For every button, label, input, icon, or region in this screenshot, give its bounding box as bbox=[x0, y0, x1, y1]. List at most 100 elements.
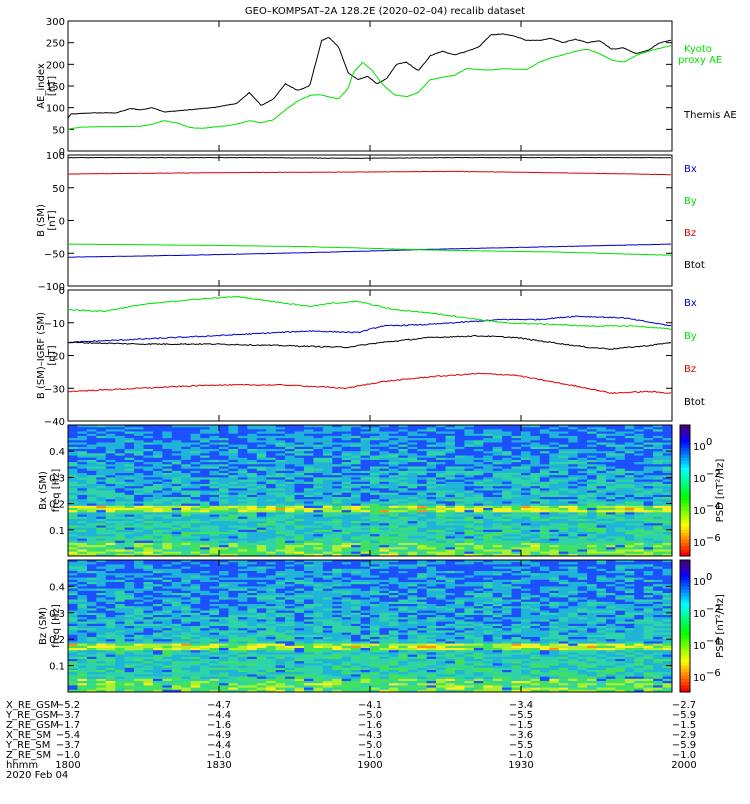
colorbar-segment bbox=[680, 510, 690, 514]
spectrogram-cell bbox=[644, 564, 654, 567]
spectrogram-cell bbox=[125, 528, 135, 530]
spectrogram-cell bbox=[219, 591, 229, 594]
spectrogram-cell bbox=[125, 586, 135, 589]
spectrogram-cell bbox=[210, 495, 220, 497]
spectrogram-cell bbox=[304, 564, 314, 567]
spectrogram-cell bbox=[587, 458, 597, 460]
spectrogram-cell bbox=[210, 582, 220, 585]
spectrogram-cell bbox=[370, 475, 380, 477]
spectrogram-cell bbox=[540, 534, 550, 536]
spectrogram-cell bbox=[172, 493, 182, 495]
spectrogram-cell bbox=[247, 464, 257, 466]
spectrogram-cell bbox=[323, 471, 333, 473]
spectrogram-cell bbox=[634, 495, 644, 497]
spectrogram-cell bbox=[370, 499, 380, 501]
spectrogram-cell bbox=[68, 562, 78, 565]
spectrogram-cell bbox=[257, 493, 267, 495]
spectrogram-cell bbox=[644, 508, 654, 510]
spectrogram-cell bbox=[68, 547, 78, 549]
spectrogram-cell bbox=[389, 591, 399, 594]
spectrogram-cell bbox=[96, 466, 106, 468]
spectrogram-cell bbox=[634, 506, 644, 508]
spectrogram-cell bbox=[210, 575, 220, 578]
spectrogram-cell bbox=[559, 488, 569, 490]
spectrogram-cell bbox=[228, 547, 238, 549]
spectrogram-cell bbox=[512, 547, 522, 549]
spectrogram-cell bbox=[313, 580, 323, 583]
spectrogram-cell bbox=[530, 541, 540, 543]
spectrogram-cell bbox=[266, 541, 276, 543]
spectrogram-cell bbox=[427, 528, 437, 530]
spectrogram-cell bbox=[512, 549, 522, 551]
spectrogram-cell bbox=[191, 539, 201, 541]
spectrogram-cell bbox=[323, 573, 333, 576]
spectrogram-cell bbox=[417, 460, 427, 462]
spectrogram-cell bbox=[210, 571, 220, 574]
spectrogram-cell bbox=[464, 491, 474, 493]
spectrogram-cell bbox=[304, 436, 314, 438]
spectrogram-cell bbox=[521, 547, 531, 549]
spectrogram-cell bbox=[162, 440, 172, 442]
spectrogram-cell bbox=[115, 567, 125, 570]
spectrogram-cell bbox=[474, 575, 484, 578]
spectrogram-cell bbox=[285, 506, 295, 508]
spectrogram-cell bbox=[512, 534, 522, 536]
spectrogram-cell bbox=[162, 541, 172, 543]
spectrogram-cell bbox=[417, 591, 427, 594]
spectrogram-cell bbox=[663, 506, 673, 508]
spectrogram-cell bbox=[342, 453, 352, 455]
spectrogram-cell bbox=[351, 432, 361, 434]
spectrogram-cell bbox=[106, 436, 116, 438]
spectrogram-cell bbox=[615, 436, 625, 438]
spectrogram-cell bbox=[87, 515, 97, 517]
spectrogram-cell bbox=[228, 497, 238, 499]
spectrogram-cell bbox=[247, 497, 257, 499]
spectrogram-cell bbox=[77, 530, 87, 532]
spectrogram-cell bbox=[398, 466, 408, 468]
spectrogram-cell bbox=[663, 580, 673, 583]
spectrogram-cell bbox=[389, 456, 399, 458]
spectrogram-cell bbox=[398, 493, 408, 495]
spectrogram-cell bbox=[323, 456, 333, 458]
spectrogram-cell bbox=[191, 432, 201, 434]
spectrogram-cell bbox=[77, 482, 87, 484]
spectrogram-cell bbox=[181, 515, 191, 517]
spectrogram-cell bbox=[304, 562, 314, 565]
spectrogram-cell bbox=[615, 506, 625, 508]
spectrogram-cell bbox=[370, 571, 380, 574]
spectrogram-cell bbox=[295, 445, 305, 447]
spectrogram-cell bbox=[228, 456, 238, 458]
spectrogram-cell bbox=[106, 573, 116, 576]
spectrogram-cell bbox=[313, 532, 323, 534]
spectrogram-cell bbox=[191, 451, 201, 453]
spectrogram-cell bbox=[144, 567, 154, 570]
spectrogram-cell bbox=[653, 484, 663, 486]
spectrogram-cell bbox=[219, 575, 229, 578]
spectrogram-cell bbox=[464, 438, 474, 440]
spectrogram-cell bbox=[436, 429, 446, 431]
spectrogram-cell bbox=[483, 523, 493, 525]
spectrogram-cell bbox=[266, 471, 276, 473]
spectrogram-cell bbox=[568, 469, 578, 471]
spectrogram-cell bbox=[361, 534, 371, 536]
spectrogram-cell bbox=[295, 434, 305, 436]
spectrogram-cell bbox=[436, 571, 446, 574]
spectrogram-cell bbox=[304, 580, 314, 583]
spectrogram-cell bbox=[285, 442, 295, 444]
spectrogram-cell bbox=[257, 573, 267, 576]
spectrogram-cell bbox=[304, 475, 314, 477]
spectrogram-cell bbox=[87, 512, 97, 514]
spectrogram-cell bbox=[162, 536, 172, 538]
spectrogram-cell bbox=[606, 427, 616, 429]
spectrogram-cell bbox=[351, 547, 361, 549]
spectrogram-cell bbox=[644, 464, 654, 466]
spectrogram-cell bbox=[408, 521, 418, 523]
spectrogram-cell bbox=[634, 499, 644, 501]
spectrogram-cell bbox=[446, 508, 456, 510]
spectrogram-cell bbox=[446, 493, 456, 495]
spectrogram-cell bbox=[125, 584, 135, 587]
spectrogram-cell bbox=[427, 506, 437, 508]
spectrogram-cell bbox=[219, 584, 229, 587]
spectrogram-cell bbox=[398, 491, 408, 493]
spectrogram-cell bbox=[181, 442, 191, 444]
